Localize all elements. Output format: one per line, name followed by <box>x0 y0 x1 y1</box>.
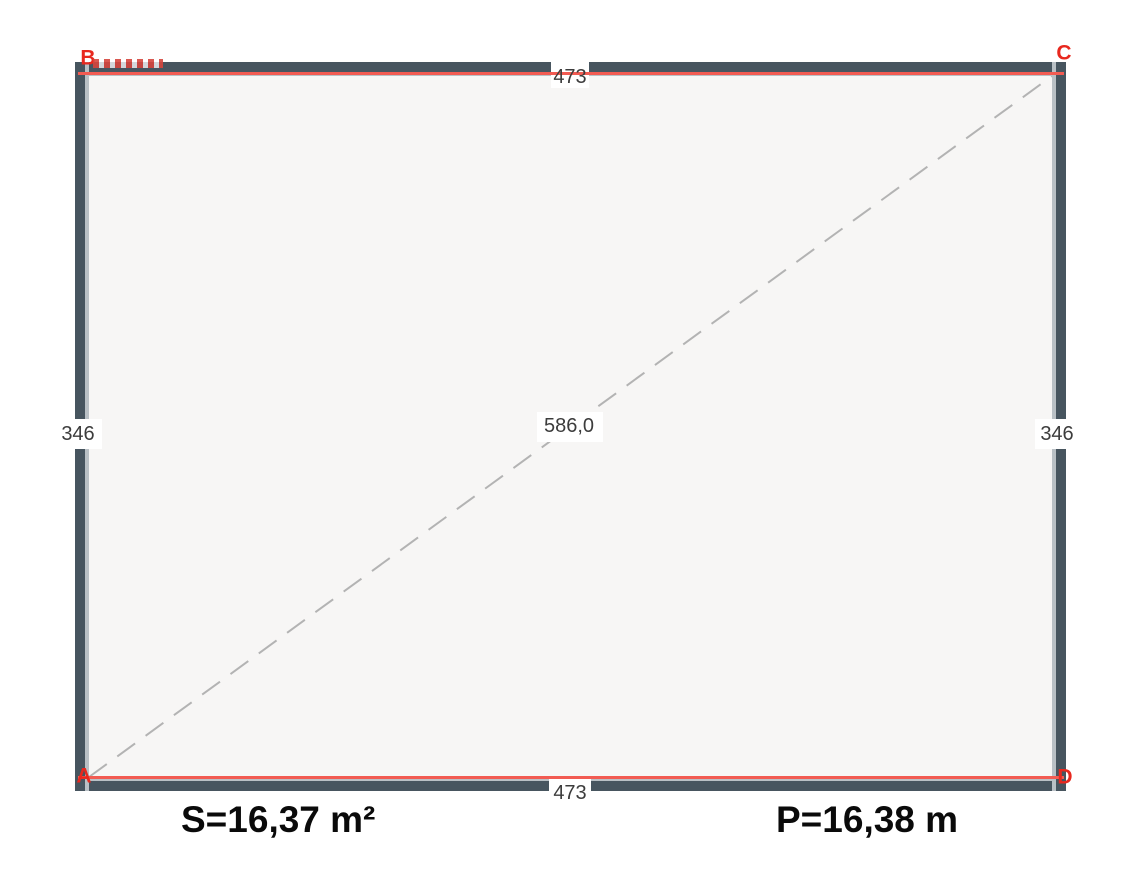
label-backing <box>537 412 603 442</box>
dimension-left[interactable]: 346 <box>61 423 95 445</box>
label-backing <box>1035 419 1081 449</box>
label-backing <box>56 419 102 449</box>
dimension-bottom[interactable]: 473 <box>553 782 587 804</box>
dimension-diagonal[interactable]: 586,0 <box>543 415 595 437</box>
perimeter-value: P=16,38 m <box>776 799 959 840</box>
dimension-right[interactable]: 346 <box>1040 423 1074 445</box>
dimension-top[interactable]: 473 <box>553 66 587 88</box>
wall-highlight-top <box>78 72 1064 75</box>
clipped-red-annotation <box>93 59 163 68</box>
vertex-c[interactable]: C <box>1056 41 1072 65</box>
vertex-b[interactable]: B <box>80 46 96 70</box>
label-backing <box>549 779 591 806</box>
vertex-d[interactable]: D <box>1057 765 1073 789</box>
wall-highlight-bottom <box>78 776 1064 779</box>
area-value: S=16,37 m² <box>181 799 376 840</box>
vertex-a[interactable]: A <box>76 764 92 788</box>
